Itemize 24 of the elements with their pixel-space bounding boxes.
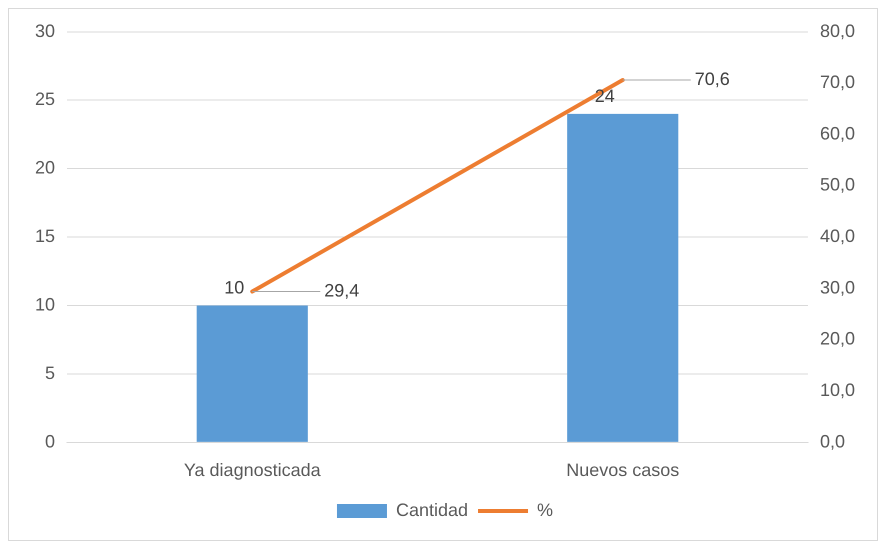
y-tick-label: 30 xyxy=(34,20,56,41)
y2-tick-label: 10,0 xyxy=(820,380,856,400)
x-tick-label: Nuevos casos xyxy=(566,460,680,480)
y-tick-label: 15 xyxy=(34,226,56,246)
y2-tick-label: 20,0 xyxy=(820,328,856,349)
y-tick-label: 25 xyxy=(34,89,56,110)
y-tick-label: 5 xyxy=(45,362,56,383)
y2-tick-label: 50,0 xyxy=(820,174,856,195)
y2-tick-label: 40,0 xyxy=(820,226,856,246)
data-label: 10 xyxy=(224,278,244,298)
y2-tick-label: 60,0 xyxy=(820,123,856,144)
y2-tick-label: 80,0 xyxy=(820,20,856,41)
data-label: 29,4 xyxy=(324,280,360,300)
y-tick-label: 0 xyxy=(45,431,56,452)
data-label: 24 xyxy=(594,86,615,106)
y-tick-label: 20 xyxy=(34,158,56,178)
y2-tick-label: 30,0 xyxy=(820,277,856,298)
data-label: 70,6 xyxy=(694,69,730,90)
legend-label: % xyxy=(537,500,554,520)
legend-label: Cantidad xyxy=(396,500,468,520)
y2-tick-label: 70,0 xyxy=(820,72,856,92)
y-tick-label: 10 xyxy=(34,294,56,314)
x-tick-label: Ya diagnosticada xyxy=(184,460,322,480)
y2-tick-label: 0,0 xyxy=(820,431,845,452)
